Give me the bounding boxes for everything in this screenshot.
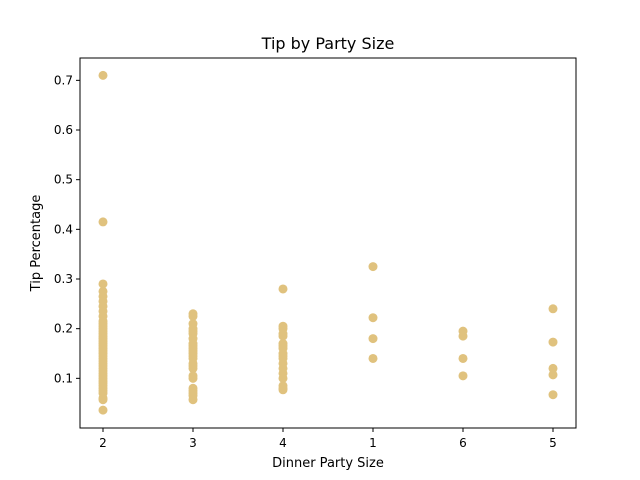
data-point-1-3	[368, 353, 378, 363]
x-tick-label-6: 6	[459, 436, 467, 450]
data-point-6-2	[458, 353, 468, 363]
data-point-2-40	[98, 395, 108, 405]
x-axis-label: Dinner Party Size	[272, 456, 384, 471]
data-point-3-1	[188, 311, 198, 321]
data-point-3-16	[188, 363, 198, 373]
data-point-5-0	[548, 304, 558, 314]
x-tick-label-2: 2	[99, 436, 107, 450]
data-points	[98, 70, 558, 415]
data-point-2-0	[98, 70, 108, 80]
data-point-5-1	[548, 337, 558, 347]
plot-frame	[79, 57, 577, 429]
data-point-1-0	[368, 262, 378, 272]
data-point-4-17	[278, 385, 288, 395]
x-tick-label-1: 1	[369, 436, 377, 450]
data-point-2-41	[98, 405, 108, 415]
x-tick-label-3: 3	[189, 436, 197, 450]
data-point-1-2	[368, 334, 378, 344]
data-point-1-1	[368, 313, 378, 323]
data-point-4-14	[278, 373, 288, 383]
y-tick-label-4: 0.5	[54, 173, 73, 187]
x-axis-ticks: 2 3 4 1 6 5	[99, 428, 557, 450]
data-point-5-2	[548, 363, 558, 373]
x-tick-label-5: 5	[549, 436, 557, 450]
data-point-3-18	[188, 373, 198, 383]
data-point-2-2	[98, 279, 108, 289]
y-tick-label-1: 0.2	[54, 322, 73, 336]
data-point-2-1	[98, 217, 108, 227]
y-tick-label-0: 0.1	[54, 371, 73, 385]
y-tick-label-2: 0.3	[54, 272, 73, 286]
data-point-4-0	[278, 284, 288, 294]
data-point-5-4	[548, 390, 558, 400]
y-axis-ticks: 0.1 0.2 0.3 0.4 0.5 0.6 0.7	[54, 73, 80, 385]
data-point-5-3	[548, 370, 558, 380]
y-tick-label-3: 0.4	[54, 222, 73, 236]
chart-title: Tip by Party Size	[261, 34, 395, 53]
data-point-6-1	[458, 331, 468, 341]
y-tick-label-6: 0.7	[54, 73, 73, 87]
x-tick-label-4: 4	[279, 436, 287, 450]
y-axis-label: Tip Percentage	[29, 195, 44, 293]
data-point-4-4	[278, 331, 288, 341]
y-tick-label-5: 0.6	[54, 123, 73, 137]
data-point-6-3	[458, 371, 468, 381]
data-point-3-23	[188, 395, 198, 405]
